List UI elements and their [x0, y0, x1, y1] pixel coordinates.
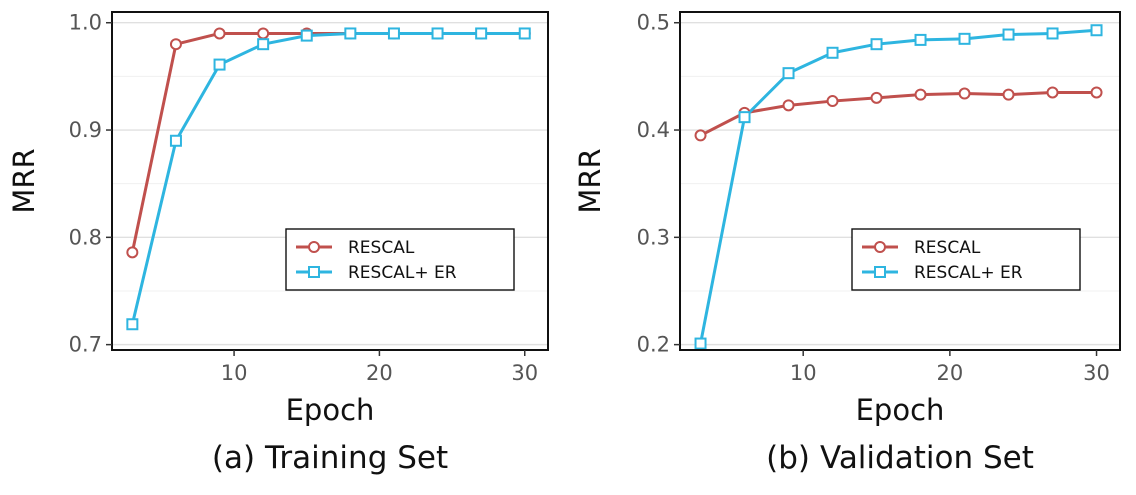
y-tick-label: 0.9 [69, 118, 102, 142]
data-point-rescal-er [475, 27, 488, 40]
x-tick-label: 10 [790, 361, 817, 385]
data-point-rescal [694, 129, 707, 142]
legend-label-rescal: RESCAL [348, 238, 415, 258]
legend-box [285, 228, 515, 291]
legend-marker-rescal-er [308, 266, 320, 278]
plot-background [112, 12, 548, 350]
data-point-rescal-er [126, 318, 139, 331]
data-point-rescal-er [738, 111, 751, 124]
y-axis-title: MRR [7, 148, 41, 213]
y-tick-label: 0.4 [637, 118, 670, 142]
x-tick-label: 10 [221, 361, 248, 385]
legend-box [851, 228, 1081, 291]
panel-title: Training Set [264, 440, 448, 476]
panel-label: (b) [766, 440, 810, 476]
panel-caption: (b) Validation Set [766, 440, 1034, 476]
data-point-rescal-er [169, 134, 182, 147]
data-point-rescal [1002, 88, 1015, 101]
legend-marker-rescal-er [874, 266, 886, 278]
data-point-rescal [914, 88, 927, 101]
legend-marker-rescal [308, 241, 320, 253]
data-point-rescal-er [694, 337, 707, 350]
data-point-rescal-er [1002, 28, 1015, 41]
chart-panel-training: 0.7 0.8 0.9 1.0 10 20 30 MRR Epoch (a) Training Se… [7, 11, 549, 476]
plot-border [679, 11, 1121, 351]
x-tick-label: 20 [936, 361, 963, 385]
y-tick-label: 0.8 [69, 225, 102, 249]
data-point-rescal [213, 27, 226, 40]
legend-marker-rescal [874, 241, 886, 253]
legend-label-rescal-er: RESCAL+ ER [914, 263, 1023, 283]
y-tick-label: 1.0 [69, 11, 102, 35]
y-tick-label: 0.7 [69, 333, 102, 357]
plot-background [680, 12, 1120, 350]
data-point-rescal [870, 91, 883, 104]
legend-label-rescal: RESCAL [914, 238, 981, 258]
series-line-rescal [699, 90, 1099, 137]
data-point-rescal-er [518, 27, 531, 40]
data-point-rescal-er [431, 27, 444, 40]
data-point-rescal-er [958, 32, 971, 45]
x-tick-label: 30 [1083, 361, 1110, 385]
legend: RESCAL RESCAL+ ER [285, 228, 515, 291]
panel-title: Validation Set [820, 440, 1034, 476]
data-point-rescal [126, 246, 139, 259]
data-point-rescal [958, 87, 971, 100]
data-point-rescal [826, 95, 839, 108]
x-tick-label: 20 [366, 361, 393, 385]
data-point-rescal-er [387, 27, 400, 40]
series-line-rescal-er [130, 31, 527, 326]
data-point-rescal-er [300, 29, 313, 42]
x-tick-label: 30 [511, 361, 538, 385]
data-point-rescal-er [257, 38, 270, 51]
chart-panel-validation: 0.2 0.3 0.4 0.5 10 20 30 MRR Epoch (b) Validation … [573, 11, 1121, 476]
legend-label-rescal-er: RESCAL+ ER [348, 263, 457, 283]
panel-caption: (a) Training Set [212, 440, 448, 476]
data-point-rescal-er [914, 33, 927, 46]
y-tick-label: 0.3 [637, 225, 670, 249]
data-point-rescal-er [213, 58, 226, 71]
data-point-rescal-er [344, 27, 357, 40]
data-point-rescal-er [1046, 27, 1059, 40]
data-point-rescal-er [870, 38, 883, 51]
data-point-rescal [257, 27, 270, 40]
data-point-rescal [1090, 86, 1103, 99]
data-point-rescal-er [782, 67, 795, 80]
y-axis-title: MRR [573, 148, 607, 213]
y-tick-label: 0.2 [637, 333, 670, 357]
x-axis-title: Epoch [856, 393, 945, 427]
data-point-rescal [782, 99, 795, 112]
data-point-rescal [169, 38, 182, 51]
panel-label: (a) [212, 440, 255, 476]
legend: RESCAL RESCAL+ ER [851, 228, 1081, 291]
data-point-rescal-er [826, 46, 839, 59]
data-point-rescal [1046, 86, 1059, 99]
plot-border [111, 11, 549, 351]
x-axis-title: Epoch [286, 393, 375, 427]
y-tick-label: 0.5 [637, 11, 670, 35]
series-line-rescal-er [699, 28, 1099, 346]
data-point-rescal-er [1090, 24, 1103, 37]
